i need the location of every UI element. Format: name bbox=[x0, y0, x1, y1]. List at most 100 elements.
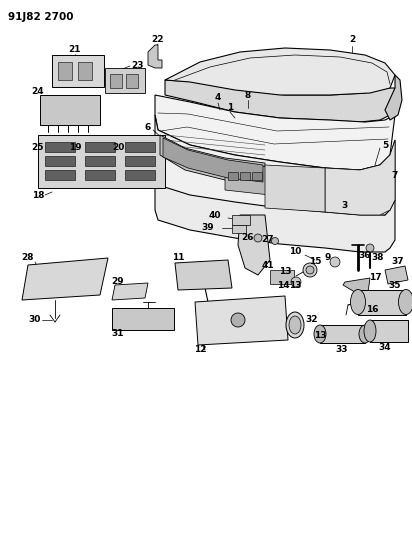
Polygon shape bbox=[148, 45, 162, 68]
Text: 13: 13 bbox=[314, 330, 326, 340]
Bar bbox=[358, 290, 406, 315]
Text: 8: 8 bbox=[245, 91, 251, 100]
Bar bbox=[228, 172, 238, 180]
Polygon shape bbox=[265, 165, 325, 212]
Text: 40: 40 bbox=[209, 212, 221, 221]
Text: 21: 21 bbox=[69, 45, 81, 54]
Polygon shape bbox=[385, 75, 402, 120]
Text: 26: 26 bbox=[242, 233, 254, 243]
Text: 13: 13 bbox=[289, 280, 301, 289]
Bar bbox=[58, 62, 72, 80]
Text: 41: 41 bbox=[262, 261, 274, 270]
Polygon shape bbox=[160, 135, 265, 185]
Bar bbox=[110, 74, 122, 88]
Text: 31: 31 bbox=[112, 328, 124, 337]
Bar bbox=[320, 325, 365, 343]
Bar bbox=[45, 142, 75, 152]
Bar bbox=[52, 55, 104, 87]
Bar bbox=[125, 156, 155, 166]
Text: 15: 15 bbox=[309, 257, 321, 266]
Text: 16: 16 bbox=[366, 305, 378, 314]
Text: 28: 28 bbox=[22, 254, 34, 262]
Ellipse shape bbox=[314, 325, 326, 343]
Text: 33: 33 bbox=[336, 345, 348, 354]
Text: 19: 19 bbox=[69, 143, 81, 152]
Bar bbox=[112, 308, 174, 330]
Polygon shape bbox=[165, 80, 395, 122]
Text: 9: 9 bbox=[325, 254, 331, 262]
Ellipse shape bbox=[351, 289, 365, 314]
Bar bbox=[45, 170, 75, 180]
Text: 29: 29 bbox=[112, 278, 124, 287]
Bar bbox=[370, 320, 408, 342]
Polygon shape bbox=[225, 163, 270, 195]
Bar bbox=[126, 74, 138, 88]
Polygon shape bbox=[343, 278, 370, 295]
Text: 27: 27 bbox=[262, 236, 274, 245]
Text: 14: 14 bbox=[277, 280, 289, 289]
Text: 39: 39 bbox=[202, 223, 214, 232]
Text: 7: 7 bbox=[392, 171, 398, 180]
Circle shape bbox=[303, 263, 317, 277]
Bar bbox=[125, 142, 155, 152]
Bar bbox=[240, 172, 250, 180]
Bar bbox=[40, 95, 100, 125]
Text: 20: 20 bbox=[112, 143, 124, 152]
Text: 13: 13 bbox=[279, 268, 291, 277]
Polygon shape bbox=[325, 140, 395, 215]
Ellipse shape bbox=[398, 289, 412, 314]
Bar bbox=[252, 172, 262, 180]
Bar bbox=[85, 142, 115, 152]
Text: 18: 18 bbox=[32, 190, 44, 199]
Bar bbox=[232, 225, 246, 233]
Polygon shape bbox=[38, 135, 165, 188]
Text: 1: 1 bbox=[227, 103, 233, 112]
Bar bbox=[125, 170, 155, 180]
Text: 23: 23 bbox=[132, 61, 144, 69]
Polygon shape bbox=[163, 138, 263, 182]
Text: 25: 25 bbox=[32, 143, 44, 152]
Circle shape bbox=[231, 313, 245, 327]
Text: 12: 12 bbox=[194, 345, 206, 354]
Text: 17: 17 bbox=[369, 273, 382, 282]
Ellipse shape bbox=[359, 325, 371, 343]
Polygon shape bbox=[155, 95, 395, 170]
Bar bbox=[105, 68, 145, 93]
Circle shape bbox=[254, 234, 262, 242]
Bar bbox=[270, 270, 294, 284]
Text: 10: 10 bbox=[289, 247, 301, 256]
Text: 6: 6 bbox=[145, 124, 151, 133]
Text: 2: 2 bbox=[349, 36, 355, 44]
Polygon shape bbox=[155, 115, 395, 215]
Text: 3: 3 bbox=[342, 200, 348, 209]
Bar bbox=[78, 62, 92, 80]
Text: 32: 32 bbox=[306, 316, 318, 325]
Polygon shape bbox=[165, 48, 395, 95]
Ellipse shape bbox=[364, 320, 376, 342]
Text: 5: 5 bbox=[382, 141, 388, 149]
Circle shape bbox=[330, 257, 340, 267]
Ellipse shape bbox=[289, 316, 301, 334]
Polygon shape bbox=[175, 260, 232, 290]
Text: 11: 11 bbox=[172, 254, 184, 262]
Text: 24: 24 bbox=[32, 87, 44, 96]
Circle shape bbox=[306, 266, 314, 274]
Bar bbox=[85, 170, 115, 180]
Polygon shape bbox=[22, 258, 108, 300]
Text: 36: 36 bbox=[359, 251, 371, 260]
Circle shape bbox=[272, 238, 279, 245]
Text: 91J82 2700: 91J82 2700 bbox=[8, 12, 73, 22]
Circle shape bbox=[366, 244, 374, 252]
Polygon shape bbox=[112, 283, 148, 300]
Bar bbox=[232, 215, 250, 225]
Text: 4: 4 bbox=[215, 93, 221, 102]
Polygon shape bbox=[155, 170, 395, 252]
Bar bbox=[45, 156, 75, 166]
Text: 37: 37 bbox=[392, 257, 404, 266]
Polygon shape bbox=[195, 296, 288, 345]
Polygon shape bbox=[238, 215, 270, 275]
Ellipse shape bbox=[286, 312, 304, 338]
Bar bbox=[85, 156, 115, 166]
Polygon shape bbox=[385, 266, 408, 284]
Text: 34: 34 bbox=[379, 343, 391, 352]
